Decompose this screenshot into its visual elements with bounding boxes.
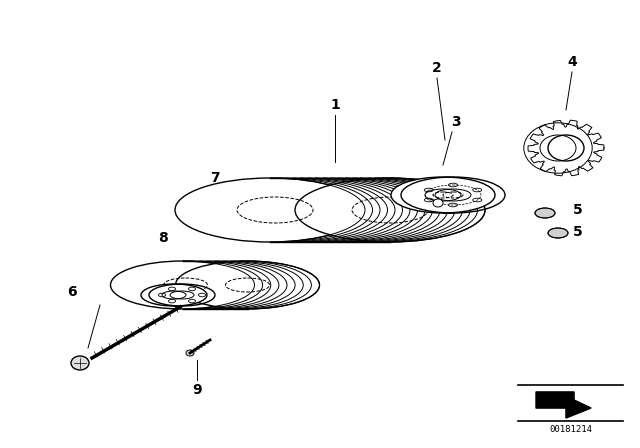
Text: 2: 2: [432, 61, 442, 75]
Ellipse shape: [548, 135, 584, 161]
Ellipse shape: [71, 356, 89, 370]
Ellipse shape: [548, 228, 568, 238]
Ellipse shape: [175, 178, 365, 242]
Polygon shape: [536, 392, 591, 418]
Ellipse shape: [535, 208, 555, 218]
Ellipse shape: [175, 261, 319, 309]
Text: 4: 4: [567, 55, 577, 69]
Ellipse shape: [186, 350, 194, 356]
Text: 3: 3: [451, 115, 461, 129]
Text: 5: 5: [573, 203, 583, 217]
Ellipse shape: [111, 261, 255, 309]
Ellipse shape: [295, 178, 485, 242]
Text: 5: 5: [573, 225, 583, 239]
Text: 8: 8: [158, 231, 168, 245]
Text: 7: 7: [210, 171, 220, 185]
Text: 00181214: 00181214: [549, 425, 592, 434]
Polygon shape: [528, 120, 604, 176]
Text: 9: 9: [192, 383, 202, 397]
Ellipse shape: [141, 284, 207, 306]
Ellipse shape: [433, 199, 443, 207]
Ellipse shape: [391, 177, 495, 213]
Text: 1: 1: [330, 98, 340, 112]
Text: 6: 6: [67, 285, 77, 299]
